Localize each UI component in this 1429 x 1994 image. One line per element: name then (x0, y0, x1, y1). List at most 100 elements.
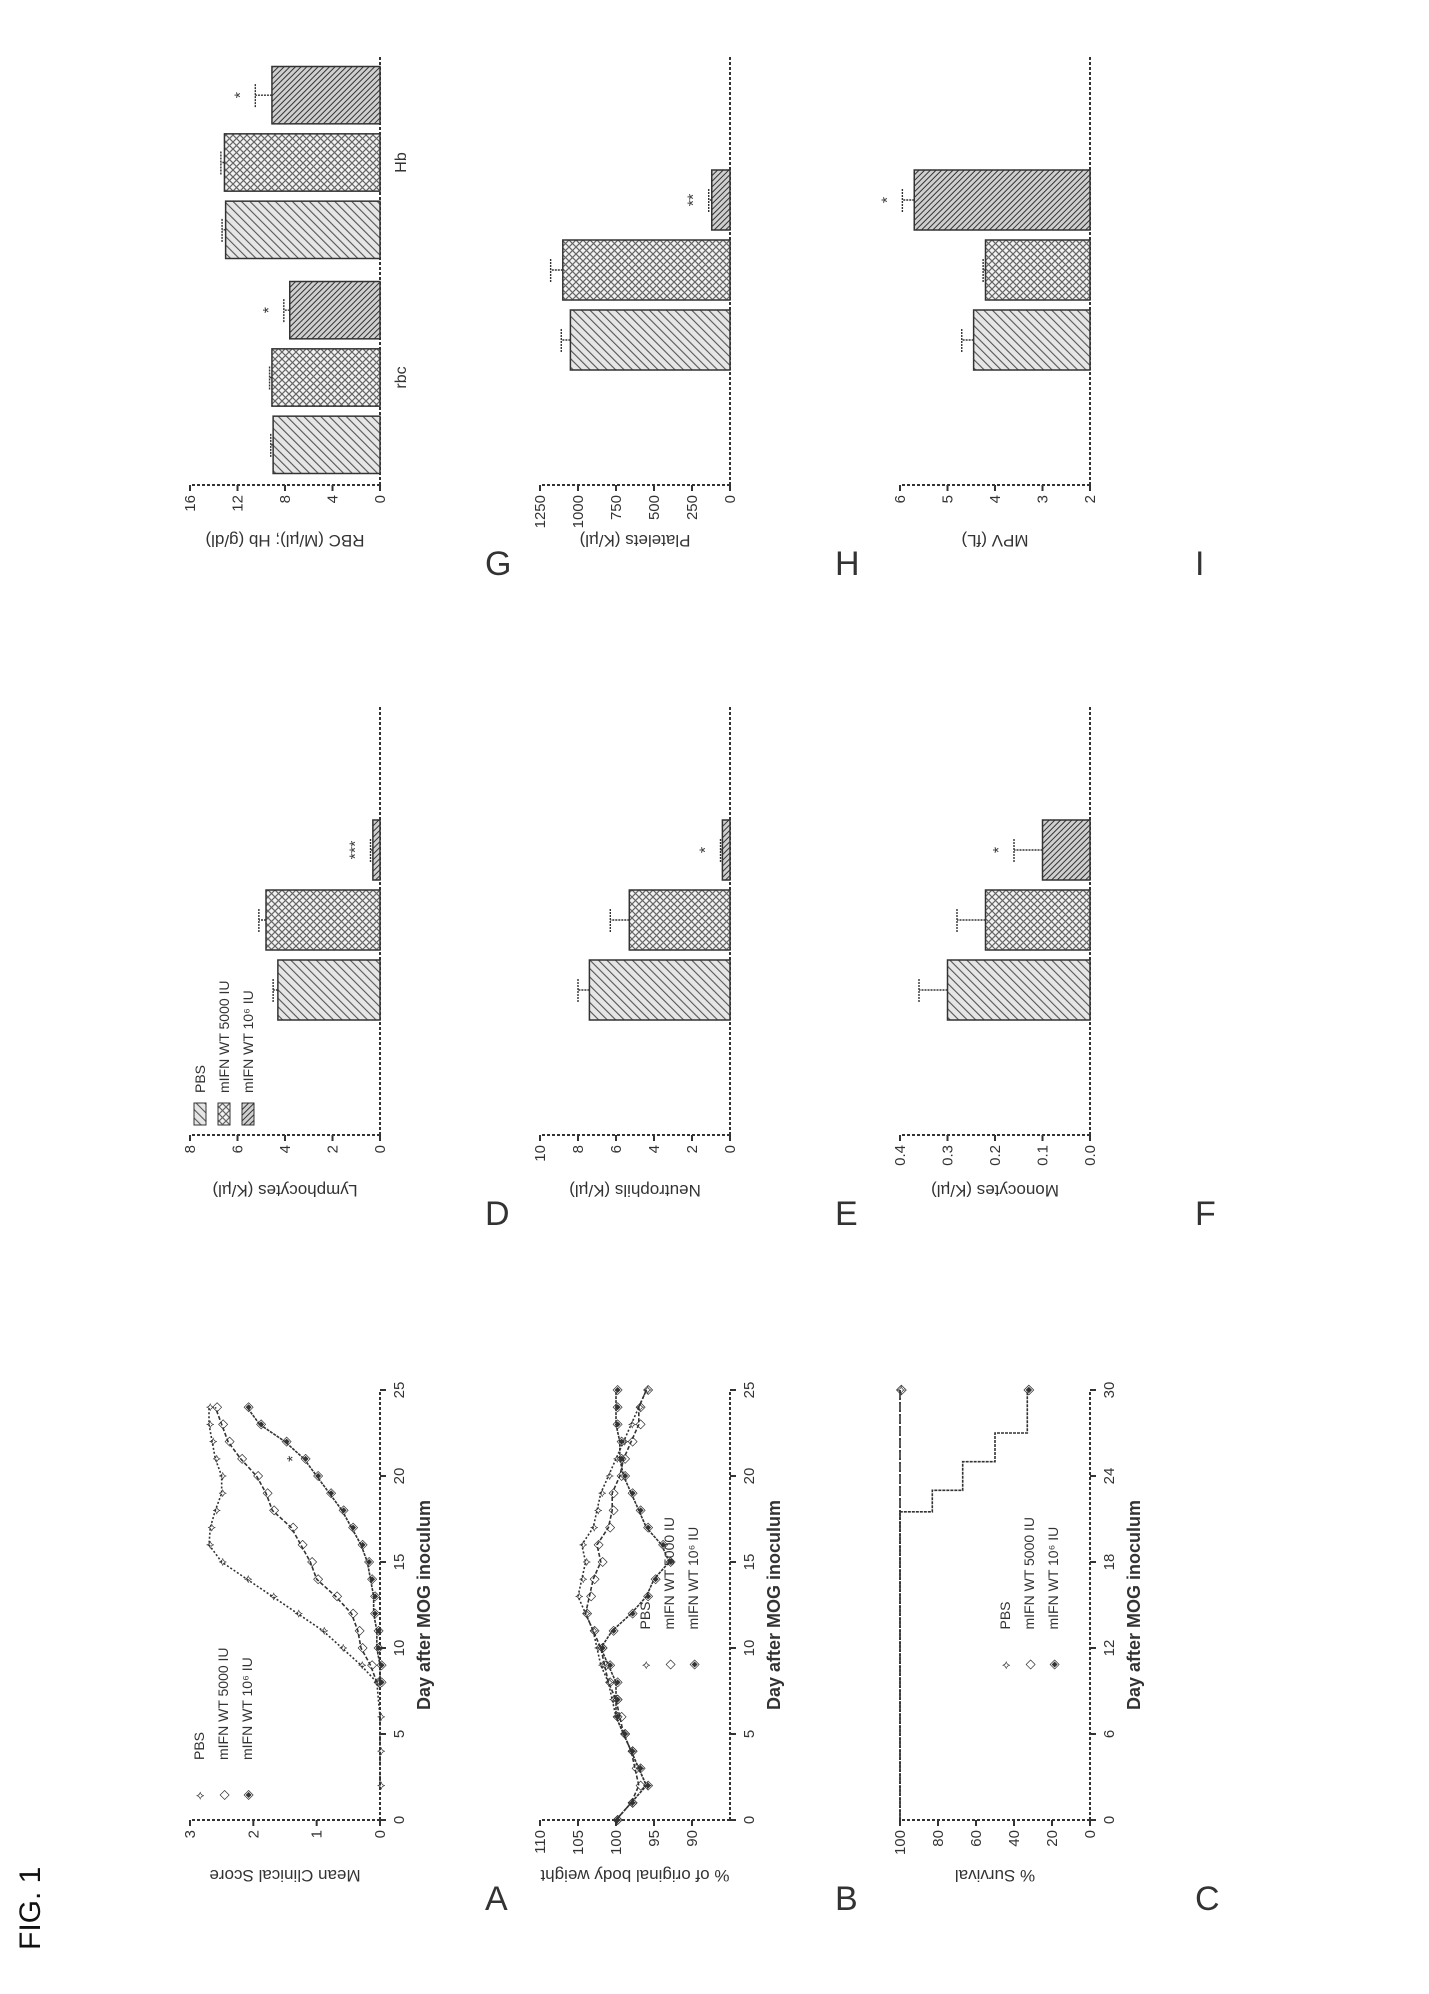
x-tick-label: 0 (1101, 1816, 1118, 1824)
panel-letter: A (485, 1880, 508, 1918)
data-point: ◈ (373, 1677, 388, 1687)
data-point: ◈ (240, 1402, 255, 1412)
data-point: ◇ (329, 1591, 344, 1601)
data-point: ◈ (655, 1540, 670, 1550)
data-point: ◇ (234, 1454, 249, 1464)
data-point: ◇ (259, 1488, 274, 1498)
data-point: ◈ (624, 1746, 639, 1756)
data-point: ◇ (624, 1798, 639, 1808)
data-point: ◈ (278, 1437, 293, 1447)
y-tick-label: 750 (608, 495, 625, 520)
y-axis-label: Neutrophils (K/µl) (569, 1181, 701, 1200)
y-tick-label: 95 (646, 1830, 663, 1847)
y-axis-label: Mean Clinical Score (209, 1866, 360, 1885)
data-point: ◈ (609, 1419, 624, 1429)
data-point: ◈ (624, 1609, 639, 1619)
panel-letter: D (485, 1195, 510, 1233)
panel-i: I 2 3 4 5 6 MPV (fL) * (879, 55, 1204, 583)
data-point: ◇ (586, 1574, 601, 1584)
y-tick-label: 250 (684, 495, 701, 520)
bar (223, 133, 381, 192)
data-point: ◇ (221, 1437, 236, 1447)
bar (628, 889, 731, 951)
significance-label: * (232, 92, 249, 98)
x-axis-label: Day after MOG inoculum (1124, 1500, 1144, 1710)
data-point: ◈ (617, 1471, 632, 1481)
legend-marker: ◈ (686, 1660, 701, 1670)
legend-swatch (241, 1102, 255, 1126)
data-point: ⟡ (203, 1523, 218, 1532)
y-tick-label: 0 (372, 495, 389, 503)
panel-letter: F (1195, 1195, 1216, 1233)
y-tick-label: 80 (930, 1830, 947, 1847)
data-point: ⟡ (579, 1557, 594, 1566)
y-tick-label: 4 (325, 495, 342, 503)
data-point: ◇ (632, 1419, 647, 1429)
data-point: ⟡ (624, 1746, 639, 1755)
bar (984, 239, 1091, 301)
significance-label: *** (348, 841, 365, 860)
data-point: ◈ (310, 1471, 325, 1481)
y-tick-label: 16 (182, 495, 199, 512)
data-point: ◈ (360, 1557, 375, 1567)
y-tick-label: 110 (532, 1830, 549, 1854)
data-point: ◈ (373, 1660, 388, 1670)
y-tick-label: 100 (608, 1830, 625, 1855)
panel-h: H 0 250 500 750 1000 1250 Platelets (K/µl) ** (532, 55, 860, 583)
legend-label: PBS (192, 1065, 208, 1093)
y-tick-label: 8 (570, 1145, 587, 1153)
series-line (899, 1390, 1029, 1820)
data-point: ◇ (265, 1505, 280, 1515)
legend-label: mIFN WT 5000 IU (215, 1647, 231, 1760)
panel-e: E 0 2 4 6 8 10 Neutrophils (K/µl) * (532, 705, 858, 1233)
y-tick-label: 10 (532, 1145, 549, 1162)
data-point: ⟡ (335, 1643, 350, 1652)
y-tick-label: 6 (608, 1145, 625, 1153)
legend-marker: ◇ (1022, 1660, 1037, 1670)
legend-marker: ◈ (240, 1790, 255, 1800)
data-point: ◇ (284, 1523, 299, 1533)
panel-letter: H (835, 545, 860, 583)
y-axis-label: % of original body weight (540, 1866, 729, 1885)
y-tick-label: 4 (987, 495, 1004, 503)
data-point: ◈ (609, 1402, 624, 1412)
data-point: ⟡ (208, 1454, 223, 1463)
x-tick-label: 6 (1101, 1730, 1118, 1738)
data-point: ◇ (208, 1402, 223, 1412)
y-tick-label: 2 (325, 1145, 342, 1153)
data-point: ◈ (345, 1523, 360, 1533)
legend-marker: ⟡ (998, 1661, 1013, 1670)
data-point: ◇ (294, 1540, 309, 1550)
data-point: ⟡ (624, 1420, 639, 1429)
data-point: ⟡ (373, 1781, 388, 1790)
x-tick-label: 10 (391, 1640, 408, 1657)
data-point: ◇ (632, 1402, 647, 1412)
bar (265, 889, 381, 951)
y-tick-label: 20 (1044, 1830, 1061, 1847)
significance-label: * (285, 1456, 302, 1462)
bar (224, 200, 381, 260)
legend-label: PBS (997, 1601, 1013, 1629)
x-tick-label: 25 (391, 1382, 408, 1399)
significance-label: * (879, 197, 896, 203)
legend-label: mIFN WT 10⁶ IU (240, 990, 256, 1093)
bar (289, 280, 381, 340)
data-point: ◇ (364, 1660, 379, 1670)
y-axis-label: Lymphocytes (K/µl) (212, 1181, 357, 1200)
data-point: ⟡ (265, 1592, 280, 1601)
panel-d: D 0 2 4 6 8 Lymphocytes (K/µl) *** PBS mIFN WT 50… (182, 705, 510, 1233)
y-axis-label: % Survival (955, 1866, 1035, 1885)
data-point: ◇ (594, 1557, 609, 1567)
significance-label: * (698, 847, 715, 853)
data-point: ◈ (639, 1781, 654, 1791)
data-point: ◇ (345, 1609, 360, 1619)
significance-label: ** (686, 194, 703, 206)
legend-swatch (193, 1102, 207, 1126)
legend-label: PBS (191, 1732, 207, 1760)
data-point: ⟡ (601, 1471, 616, 1480)
legend-marker: ◇ (662, 1660, 677, 1670)
y-tick-label: 100 (892, 1830, 909, 1855)
data-point: ◇ (354, 1643, 369, 1653)
significance-label: * (261, 307, 278, 313)
